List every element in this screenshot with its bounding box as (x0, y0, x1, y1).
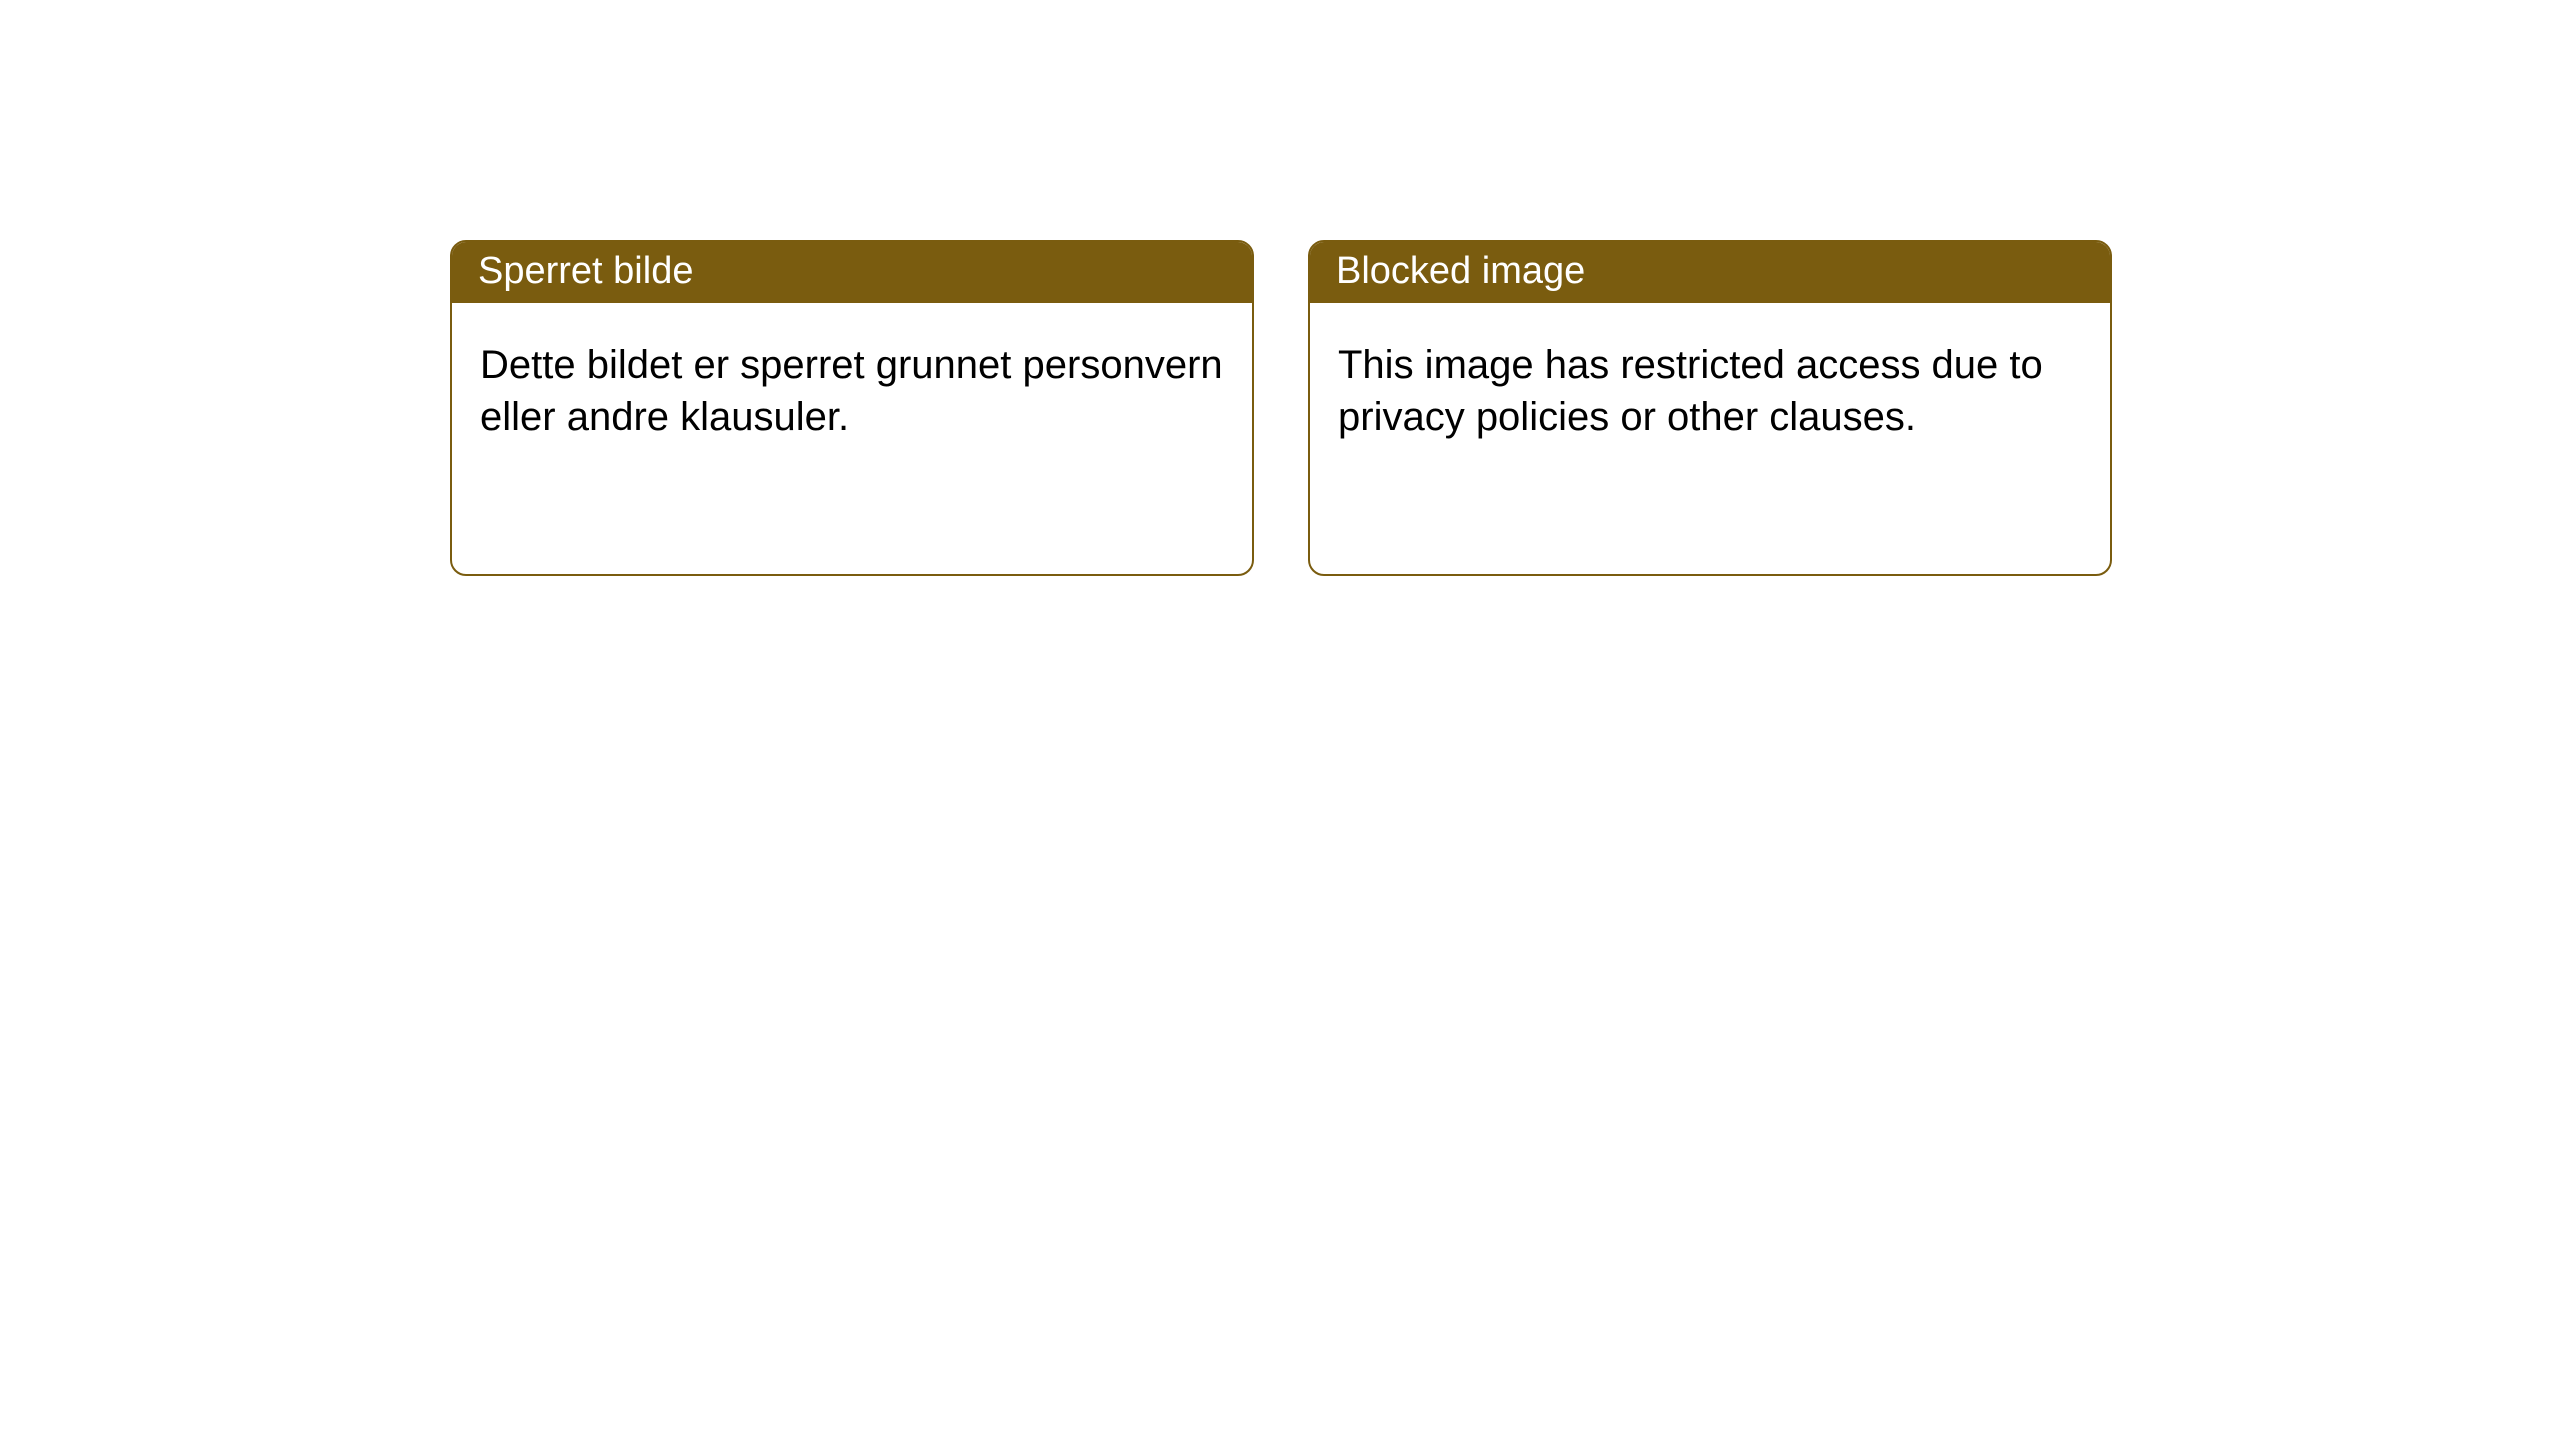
notice-card-body: Dette bildet er sperret grunnet personve… (452, 303, 1252, 471)
notice-card-norwegian: Sperret bilde Dette bildet er sperret gr… (450, 240, 1254, 576)
notice-card-english: Blocked image This image has restricted … (1308, 240, 2112, 576)
notice-container: Sperret bilde Dette bildet er sperret gr… (0, 0, 2560, 576)
notice-card-title: Blocked image (1310, 242, 2110, 303)
notice-card-body: This image has restricted access due to … (1310, 303, 2110, 471)
notice-card-title: Sperret bilde (452, 242, 1252, 303)
